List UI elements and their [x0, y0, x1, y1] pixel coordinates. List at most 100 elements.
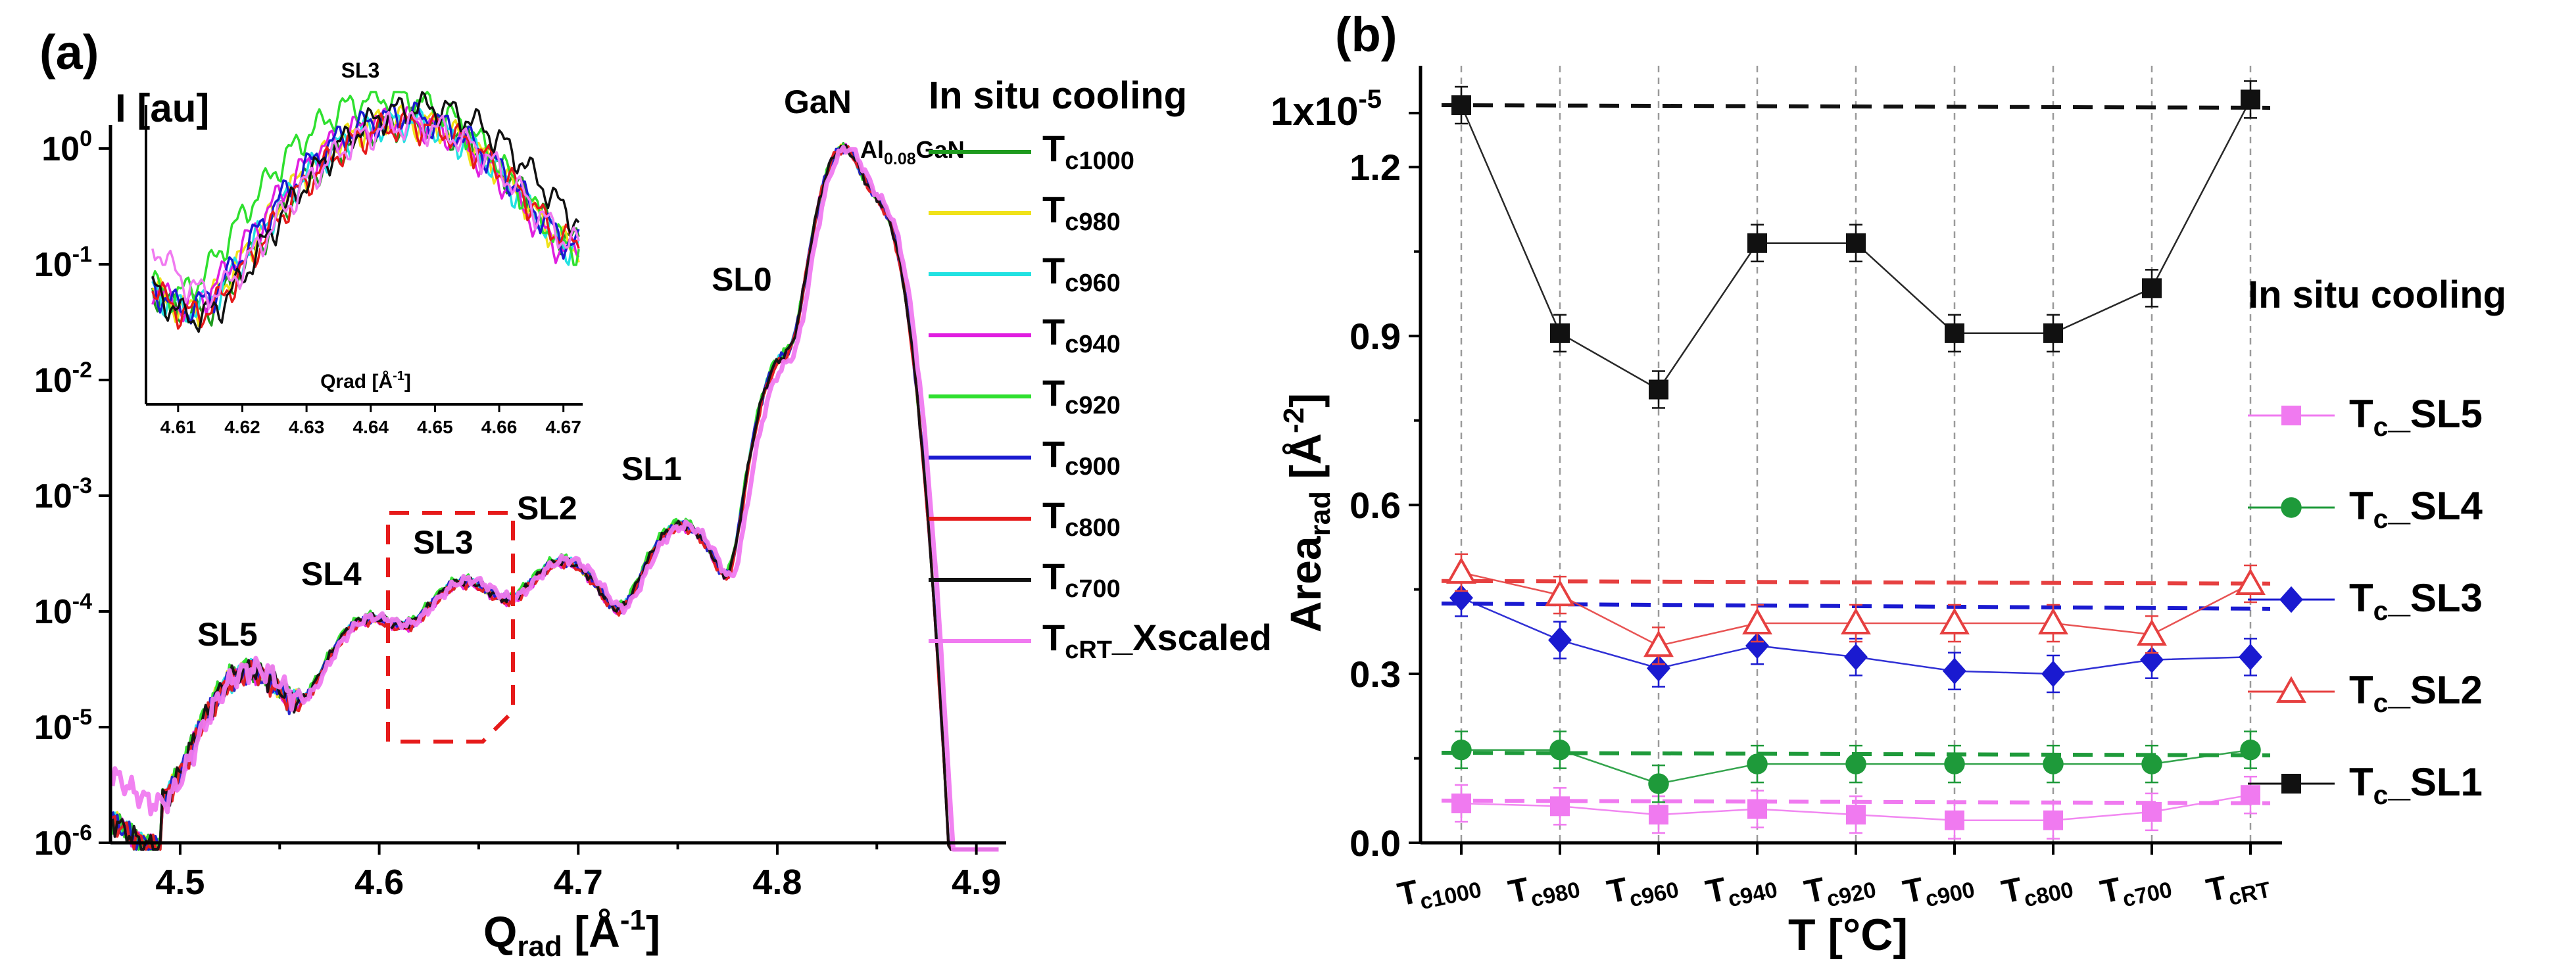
inset-x-tick-label: 4.64: [353, 417, 389, 437]
point-tc_sl4: [1845, 753, 1866, 774]
legend-b-marker_SL2: [2276, 676, 2306, 703]
point-tc_sl3: [1943, 657, 1966, 685]
point-tc_sl1: [1451, 95, 1471, 115]
inset-curve-tc700: [151, 91, 580, 333]
point-tc_sl2: [2038, 607, 2068, 634]
inset-x-ticks: 4.61 4.62 4.63 4.64 4.65 4.66 4.67: [160, 404, 581, 437]
point-tc_sl5: [1451, 794, 1471, 814]
legend-b-marker_SL4: [2281, 497, 2302, 518]
legend-a-label-c900: Tc900: [1042, 433, 1121, 481]
point-tc_sl3: [1647, 655, 1670, 682]
panel-b-legend-items: Tc_SL5 Tc_SL4 Tc_SL3 Tc_SL2 Tc_SL1: [2248, 392, 2483, 810]
a-x-tick-label: 4.8: [752, 863, 802, 902]
ref-line-tc_sl1: [1441, 103, 2271, 110]
a-y-tick-label: 10-3: [34, 473, 92, 515]
inset-curve-tc920: [151, 91, 580, 314]
panel-b-plot-area: [1441, 80, 2271, 840]
panel-a-axes: [109, 125, 1006, 845]
peak-label-sl2: SL2: [517, 490, 577, 527]
panel-b-axes: [1419, 66, 2282, 845]
panel-b: (b) Tc1000 Tc980 Tc960 Tc940 Tc920 Tc900 Tc800…: [1271, 7, 2506, 960]
point-tc_sl1: [1550, 323, 1570, 343]
panel-a-y-ticks: 100 10-1 10-2 10-3 10-4 10-5 10-6: [34, 126, 110, 863]
point-tc_sl2: [2137, 619, 2167, 646]
peak-labels: SL5 SL4 SL3 SL2 SL1 SL0 GaN Al0.08GaN: [197, 83, 965, 653]
point-tc_sl5: [1550, 796, 1570, 817]
panel-b-x-axis-label: T [°C]: [1788, 910, 1908, 960]
a-y-tick-label: 10-1: [34, 242, 92, 284]
inset-axes: [145, 105, 583, 406]
panel-a-x-ticks: 4.5 4.6 4.7 4.8 4.9: [155, 843, 1001, 902]
panel-b-y-scale-label: 1x10-5: [1271, 85, 1382, 133]
point-tc_sl5: [1945, 810, 1964, 830]
spectrum-tcrt_xscaled: [110, 145, 999, 852]
peak-label-sl5: SL5: [197, 616, 258, 653]
panel-a-plot-area: [110, 142, 999, 852]
panel-b-label: (b): [1335, 7, 1397, 62]
point-tc_sl3: [2041, 660, 2065, 688]
inset-x-tick-label: 4.62: [224, 417, 260, 437]
b-y-tick-label: 1.2: [1349, 147, 1401, 188]
point-tc_sl2: [1446, 557, 1476, 584]
legend-a-label-c980: Tc980: [1042, 189, 1121, 236]
legend-b-label_SL4: Tc_SL4: [2349, 484, 2483, 534]
point-tc_sl1: [1747, 233, 1767, 253]
point-tc_sl1: [2043, 323, 2063, 343]
inset-curve-tcrt_xscaled: [151, 110, 580, 310]
point-tc_sl5: [1747, 799, 1767, 819]
point-tc_sl4: [2043, 753, 2064, 774]
point-tc_sl4: [1944, 753, 1965, 774]
legend-b-label_SL3: Tc_SL3: [2349, 576, 2483, 626]
sl3-highlight-box: [386, 511, 515, 744]
legend-a-label-c1000: Tc1000: [1042, 128, 1134, 175]
point-tc_sl2: [2235, 568, 2266, 595]
peak-label-sl3: SL3: [413, 524, 474, 561]
point-tc_sl2: [1643, 630, 1674, 657]
legend-b-label_SL2: Tc_SL2: [2349, 668, 2483, 718]
point-tc_sl3: [2239, 644, 2262, 671]
peak-label-algan: Al0.08GaN: [860, 136, 965, 168]
a-y-tick-label: 10-5: [34, 705, 92, 747]
point-tc_sl5: [1846, 805, 1866, 825]
point-tc_sl4: [2240, 739, 2261, 761]
inset-sl3: 4.61 4.62 4.63 4.64 4.65 4.66 4.67 SL3 Qrad [Å…: [145, 59, 583, 437]
peak-label-gan: GaN: [784, 83, 852, 120]
inset-x-tick-label: 4.66: [481, 417, 518, 437]
legend-a-label-cRT: TcRT_Xscaled: [1042, 617, 1272, 664]
point-tc_sl3: [1745, 632, 1769, 659]
inset-x-tick-label: 4.67: [545, 417, 581, 437]
panel-a-x-axis-label: Qrad [Å-1]: [483, 904, 660, 962]
inset-x-tick-label: 4.65: [417, 417, 453, 437]
point-tc_sl4: [2141, 753, 2162, 774]
panel-a-legend-title: In situ cooling: [929, 74, 1187, 117]
point-tc_sl2: [1742, 607, 1772, 634]
a-x-tick-label: 4.5: [155, 863, 205, 902]
point-tc_sl5: [2043, 810, 2063, 830]
point-tc_sl5: [2142, 801, 2162, 822]
panel-b-legend: In situ cooling Tc_SL5 Tc_SL4 Tc_SL3 Tc_SL2…: [2248, 273, 2506, 810]
legend-b-label_SL5: Tc_SL5: [2349, 392, 2483, 442]
legend-a-label-c700: Tc700: [1042, 556, 1121, 603]
legend-a-label-c800: Tc800: [1042, 494, 1121, 542]
point-tc_sl4: [1648, 773, 1669, 794]
a-y-tick-label: 10-4: [34, 589, 92, 631]
inset-x-tick-label: 4.61: [160, 417, 197, 437]
panel-a-legend: In situ cooling Tc1000 Tc980 Tc960 Tc940 Tc9…: [929, 74, 1272, 664]
point-tc_sl4: [1747, 753, 1768, 774]
ref-line-tc_sl2: [1441, 579, 2271, 586]
point-tc_sl1: [1649, 379, 1668, 400]
point-tc_sl5: [1649, 805, 1668, 825]
inset-title: SL3: [341, 59, 380, 82]
panel-a-y-axis-label: I [au]: [115, 86, 209, 130]
a-x-tick-label: 4.6: [354, 863, 404, 902]
legend-b-marker_SL3: [2279, 586, 2303, 613]
point-tc_sl3: [1844, 644, 1868, 671]
legend-b-label_SL1: Tc_SL1: [2349, 760, 2483, 810]
panel-a: (a) 4.5 4.6 4.7 4.8 4.9 10010-110-210-310-41…: [34, 25, 1272, 962]
inset-x-tick-label: 4.63: [289, 417, 325, 437]
b-y-tick-label: 0.9: [1349, 316, 1401, 357]
point-tc_sl1: [1945, 323, 1964, 343]
b-y-tick-label: 0.6: [1349, 485, 1401, 526]
point-tc_sl4: [1549, 739, 1570, 761]
